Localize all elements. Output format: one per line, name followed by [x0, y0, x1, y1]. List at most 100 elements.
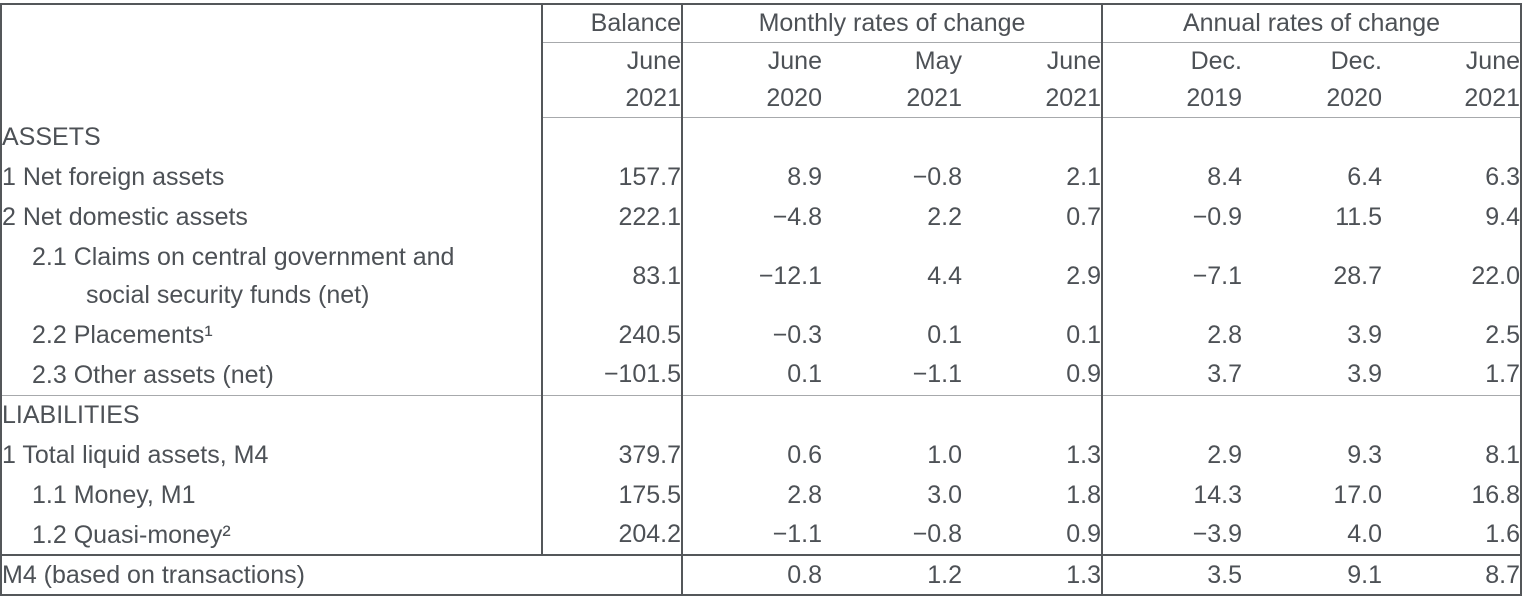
balance-group-header: Balance	[541, 4, 682, 43]
cell-monthly-may2021: −1.1	[912, 360, 962, 389]
cell-monthly-jun2020: −4.8	[681, 197, 822, 237]
cell-annual-jun2021: 8.7	[1382, 554, 1522, 595]
cell-monthly-may2021	[822, 117, 962, 157]
cell-monthly-jun2020	[681, 117, 822, 157]
section-row-liabilities: LIABILITIES	[1, 394, 1522, 435]
section-label: ASSETS	[2, 123, 101, 151]
cell-monthly-jun2020	[681, 394, 822, 435]
cell-annual-dec2019: 2.9	[1101, 435, 1242, 475]
cell-monthly-jun2020: 0.1	[681, 355, 822, 395]
monetary-aggregates-table: Balance Monthly rates of change Annual r…	[0, 3, 1522, 596]
cell-monthly-jun2020: 0.6	[681, 435, 822, 475]
cell-monthly-jun2021: 1.8	[1066, 480, 1101, 509]
cell-annual-dec2020: 6.4	[1347, 162, 1382, 191]
cell-balance: 240.5	[541, 315, 682, 355]
cell-monthly-jun2021: 2.1	[1066, 162, 1101, 191]
cell-monthly-may2021: 4.4	[927, 261, 962, 290]
cell-annual-dec2019: −3.9	[1101, 515, 1242, 555]
cell-annual-dec2020	[1242, 394, 1382, 435]
row-label: 1.2 Quasi-money²	[32, 520, 231, 549]
cell-annual-jun2021: 1.7	[1485, 360, 1521, 389]
row-placements: 2.2 Placements¹ 240.5 −0.3 0.1 0.1 2.8 3…	[1, 315, 1521, 355]
section-row-assets: ASSETS	[1, 117, 1521, 157]
cell-annual-jun2021: 8.1	[1485, 440, 1521, 469]
cell-monthly-jun2020: 2.8	[681, 475, 822, 515]
cell-monthly-may2021: 1.0	[927, 440, 962, 469]
cell-monthly-jun2021: 1.3	[1066, 440, 1101, 469]
cell-annual-jun2021: 22.0	[1471, 261, 1521, 290]
cell-monthly-jun2020: −12.1	[681, 237, 822, 315]
cell-balance: 157.7	[541, 157, 682, 197]
cell-monthly-jun2021: 0.9	[1066, 360, 1101, 389]
cell-annual-dec2019: 3.7	[1101, 355, 1242, 395]
cell-annual-dec2020: 3.9	[1347, 320, 1382, 349]
cell-balance: 204.2	[541, 515, 682, 555]
header-group-row: Balance Monthly rates of change Annual r…	[1, 4, 1522, 43]
section-label: LIABILITIES	[1, 394, 542, 435]
cell-balance: 175.5	[541, 475, 682, 515]
annual-period-dec2019-header: Dec. 2019	[1101, 42, 1242, 118]
row-total-liquid-assets-m4: 1 Total liquid assets, M4 379.7 0.6 1.0 …	[1, 435, 1521, 475]
cell-annual-dec2019: −7.1	[1101, 237, 1242, 315]
cell-monthly-jun2020: 8.9	[681, 157, 822, 197]
cell-monthly-may2021: −0.8	[912, 162, 962, 191]
row-label: 2 Net domestic assets	[2, 203, 248, 231]
cell-monthly-may2021: 2.2	[927, 202, 962, 231]
cell-monthly-jun2020: −1.1	[681, 515, 822, 555]
cell-monthly-jun2020: −0.3	[681, 315, 822, 355]
cell-monthly-jun2021: 2.9	[1066, 261, 1101, 290]
row-label: 1 Total liquid assets, M4	[2, 441, 269, 469]
cell-annual-dec2020: 4.0	[1347, 520, 1382, 548]
cell-annual-jun2021: 9.4	[1485, 202, 1521, 231]
annual-group-header: Annual rates of change	[1100, 4, 1522, 43]
annual-period-dec2020-header: Dec. 2020	[1242, 42, 1382, 118]
cell-annual-dec2019: 3.5	[1101, 554, 1242, 595]
cell-monthly-jun2021	[962, 394, 1102, 435]
cell-annual-dec2020	[1242, 117, 1382, 157]
cell-monthly-jun2021: 0.7	[1066, 202, 1101, 231]
cell-annual-dec2019: 2.8	[1101, 315, 1242, 355]
annual-period-jun2021-header: June 2021	[1382, 42, 1522, 118]
cell-annual-dec2020: 17.0	[1333, 480, 1382, 509]
cell-annual-dec2019	[1101, 117, 1242, 157]
cell-annual-dec2019: 8.4	[1101, 157, 1242, 197]
cell-monthly-may2021: 0.1	[927, 320, 962, 349]
cell-balance: −101.5	[541, 355, 682, 395]
row-net-foreign-assets: 1 Net foreign assets 157.7 8.9 −0.8 2.1 …	[1, 157, 1521, 197]
cell-monthly-may2021: −0.8	[912, 520, 962, 548]
monthly-period-jun2021-header: June 2021	[962, 42, 1102, 118]
cell-balance: 83.1	[541, 237, 682, 315]
monthly-period-may2021-header: May 2021	[822, 42, 962, 118]
row-label: 2.2 Placements¹	[32, 321, 213, 349]
cell-monthly-jun2021: 0.9	[1066, 520, 1101, 548]
row-label: 1 Net foreign assets	[2, 163, 225, 191]
row-money-m1: 1.1 Money, M1 175.5 2.8 3.0 1.8 14.3 17.…	[1, 475, 1521, 515]
cell-annual-dec2019: −0.9	[1101, 197, 1242, 237]
cell-annual-jun2021: 6.3	[1485, 162, 1521, 191]
cell-annual-dec2020: 3.9	[1347, 360, 1382, 389]
cell-balance: 379.7	[541, 435, 682, 475]
cell-monthly-jun2020: 0.8	[681, 554, 822, 595]
cell-monthly-may2021: 3.0	[927, 480, 962, 509]
monthly-group-header: Monthly rates of change	[681, 4, 1102, 43]
cell-monthly-jun2021	[962, 117, 1102, 157]
cell-annual-jun2021: 16.8	[1471, 480, 1521, 509]
cell-balance: 222.1	[541, 197, 682, 237]
cell-annual-dec2019: 14.3	[1101, 475, 1242, 515]
cell-annual-jun2021: 2.5	[1485, 320, 1521, 349]
row-other-assets: 2.3 Other assets (net) −101.5 0.1 −1.1 0…	[1, 355, 1521, 395]
cell-balance	[541, 117, 682, 157]
cell-annual-jun2021	[1382, 117, 1521, 157]
cell-annual-dec2020: 9.3	[1347, 440, 1382, 469]
corner-cell	[1, 4, 542, 117]
row-label: M4 (based on transactions)	[1, 554, 682, 595]
cell-annual-dec2019	[1101, 394, 1242, 435]
header-period-row: June 2021 June 2020 May 2021 June 2021 D…	[1, 42, 1522, 118]
row-label: 2.1 Claims on central government and soc…	[32, 243, 455, 309]
cell-monthly-jun2021: 1.3	[962, 554, 1102, 595]
cell-annual-jun2021	[1382, 394, 1522, 435]
row-label: 1.1 Money, M1	[32, 481, 196, 509]
cell-annual-jun2021: 1.6	[1485, 520, 1521, 548]
row-claims-central-government: 2.1 Claims on central government and soc…	[1, 237, 1521, 315]
